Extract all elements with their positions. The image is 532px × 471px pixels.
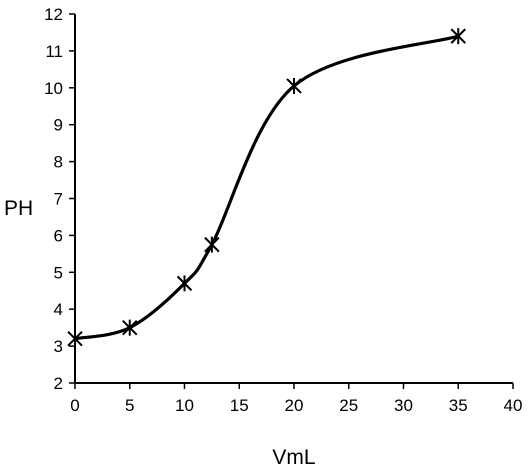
- data-point-marker: [67, 330, 83, 347]
- x-axis-title: VmL: [272, 446, 315, 469]
- x-tick-label: 10: [175, 396, 194, 415]
- x-tick-label: 25: [339, 396, 358, 415]
- series: [67, 28, 466, 347]
- y-tick-label: 10: [44, 79, 63, 98]
- y-tick-label: 3: [54, 337, 63, 356]
- x-tick-label: 15: [230, 396, 249, 415]
- series-line: [73, 34, 460, 341]
- y-tick-label: 8: [54, 153, 63, 172]
- y-tick-label: 4: [54, 300, 63, 319]
- data-point-marker: [176, 275, 193, 292]
- x-tick-label: 30: [394, 396, 413, 415]
- y-tick-label: 7: [54, 190, 63, 209]
- y-tick-label: 2: [54, 374, 63, 393]
- axes: [74, 14, 513, 384]
- data-point-marker: [286, 77, 302, 94]
- x-tick-label: 20: [285, 396, 304, 415]
- y-tick-label: 6: [54, 226, 63, 245]
- y-tick-label: 5: [54, 263, 63, 282]
- y-tick-label: 12: [44, 5, 63, 24]
- x-tick-label: 35: [449, 396, 468, 415]
- y-tick-label: 11: [45, 42, 63, 61]
- x-tick-label: 0: [70, 396, 79, 415]
- y-axis-title: PH: [4, 197, 33, 220]
- data-point-marker: [204, 236, 220, 253]
- x-axis-ticks: 0 5 10 15 20 25 30 35 40: [70, 383, 522, 415]
- x-tick-label: 5: [125, 396, 134, 415]
- data-point-marker: [122, 319, 138, 336]
- y-axis-ticks: 2 3 4 5 6 7 8 9 10 11 12: [44, 5, 75, 393]
- x-tick-label: 40: [504, 396, 523, 415]
- data-point-marker: [450, 28, 466, 45]
- y-tick-label: 9: [54, 116, 63, 135]
